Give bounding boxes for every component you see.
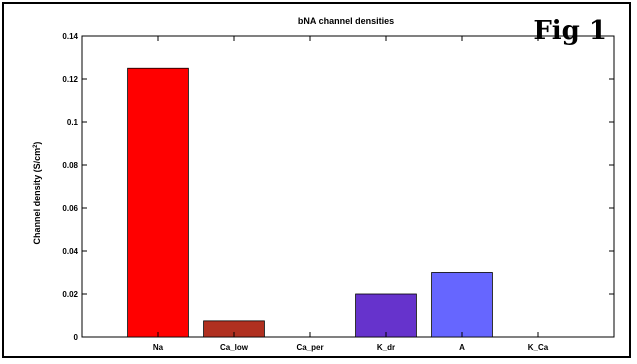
x-tick-label: K_Ca	[528, 343, 549, 352]
y-tick-label: 0.1	[67, 118, 79, 127]
x-tick-label: Na	[153, 343, 164, 352]
figure-label: Fig 1	[533, 16, 607, 46]
x-tick-label: Ca_per	[296, 343, 323, 352]
y-tick-label: 0.02	[62, 290, 78, 299]
x-tick-label: A	[459, 343, 465, 352]
bar-a	[432, 273, 493, 338]
y-tick-label: 0	[74, 333, 79, 342]
figure-frame: bNA channel densities Channel density (S…	[2, 2, 631, 358]
x-tick-label: K_dr	[377, 343, 395, 352]
y-tick-label: 0.08	[62, 161, 78, 170]
y-tick-label: 0.06	[62, 204, 78, 213]
bar-chart: bNA channel densities Channel density (S…	[4, 4, 629, 356]
y-axis-title: Channel density (S/cm2)	[32, 142, 42, 245]
bar-k-dr	[356, 294, 417, 337]
y-tick-label: 0.12	[62, 75, 78, 84]
y-tick-label: 0.14	[62, 32, 78, 41]
chart-title: bNA channel densities	[298, 16, 394, 26]
plot-area: 0 0.02 0.04 0.06 0.08 0.1 0.12 0.14 Na Ca_low Ca_p…	[62, 32, 614, 352]
x-tick-label: Ca_low	[220, 343, 249, 352]
y-tick-label: 0.04	[62, 247, 78, 256]
bar-na	[128, 68, 189, 337]
